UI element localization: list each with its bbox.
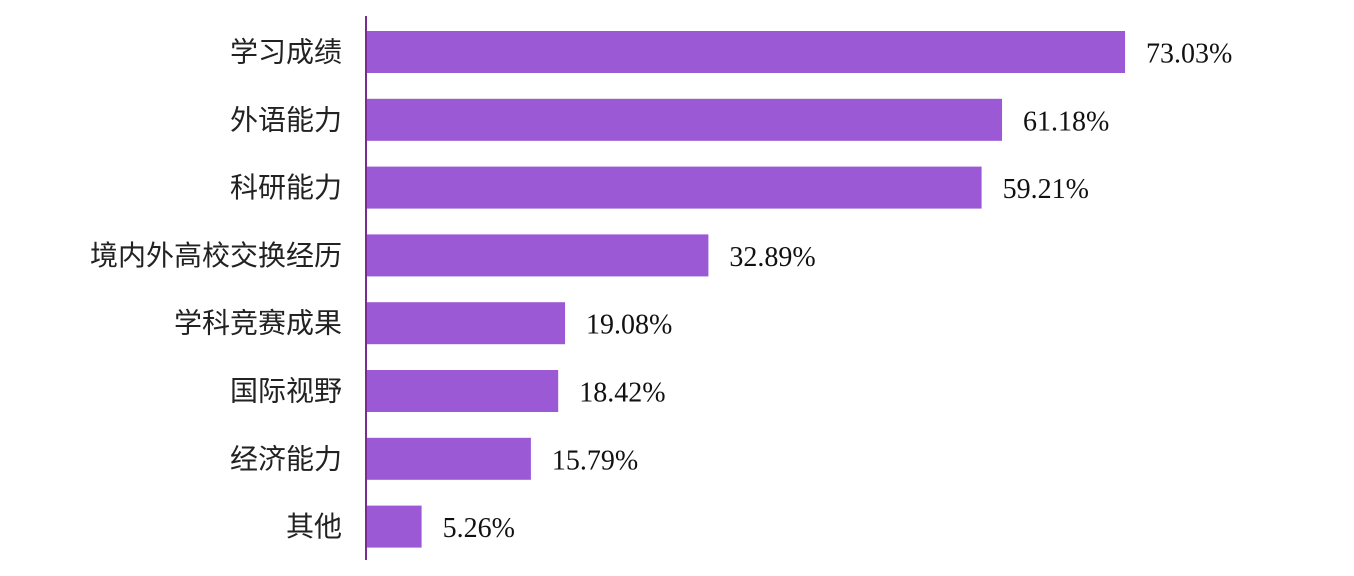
value-label: 32.89% bbox=[729, 242, 815, 273]
bar-7 bbox=[367, 505, 422, 548]
category-label: 学习成绩 bbox=[230, 36, 342, 69]
bar-1 bbox=[367, 98, 1003, 141]
category-label: 其他 bbox=[286, 510, 342, 543]
labels-group: 学习成绩 73.03% 外语能力 61.18% 科研能力 59.21% 境内外高校交换经历 3… bbox=[90, 36, 1232, 545]
value-label: 61.18% bbox=[1023, 106, 1109, 137]
category-label: 学科竞赛成果 bbox=[174, 307, 342, 340]
bars-group bbox=[367, 31, 1126, 548]
value-label: 59.21% bbox=[1003, 174, 1089, 205]
value-label: 15.79% bbox=[552, 445, 638, 476]
value-label: 19.08% bbox=[586, 310, 672, 341]
value-label: 73.03% bbox=[1146, 39, 1232, 70]
value-label: 18.42% bbox=[579, 378, 665, 409]
category-label: 外语能力 bbox=[230, 103, 342, 136]
category-label: 经济能力 bbox=[230, 442, 342, 475]
category-label: 国际视野 bbox=[230, 375, 342, 408]
bar-3 bbox=[367, 234, 709, 277]
bar-6 bbox=[367, 437, 531, 480]
bar-0 bbox=[367, 31, 1126, 73]
category-label: 境内外高校交换经历 bbox=[90, 239, 342, 272]
value-label: 5.26% bbox=[443, 513, 515, 544]
category-label: 科研能力 bbox=[230, 171, 342, 204]
bar-2 bbox=[367, 166, 982, 209]
bar-4 bbox=[367, 302, 566, 345]
bar-5 bbox=[367, 370, 559, 412]
